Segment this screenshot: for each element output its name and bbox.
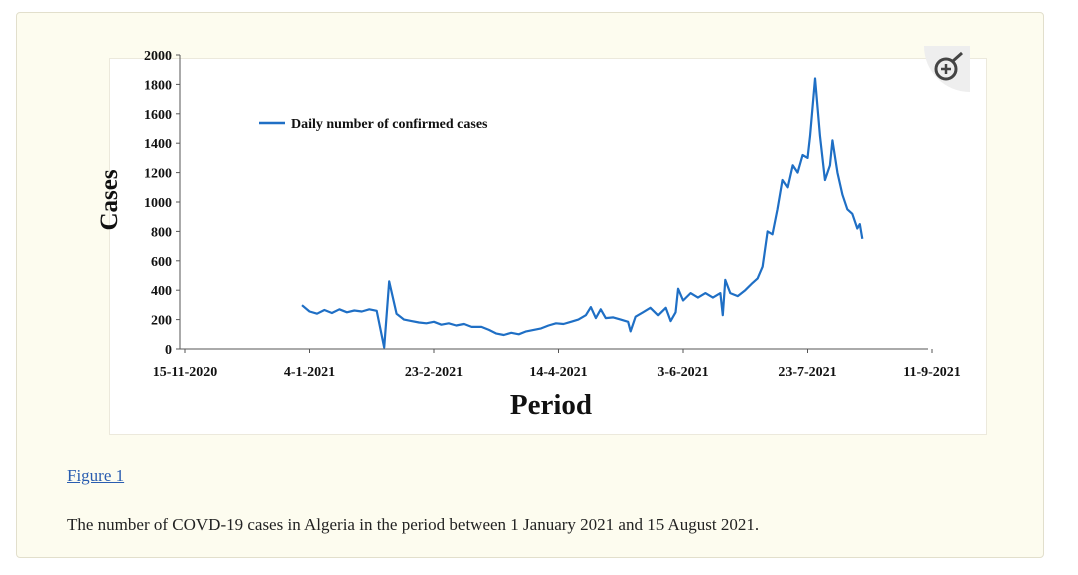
figure-link[interactable]: Figure 1	[67, 466, 125, 485]
figure-panel: Figure 1 The number of COVD-19 cases in …	[16, 12, 1044, 558]
figure-caption: The number of COVD-19 cases in Algeria i…	[67, 515, 760, 534]
chart-container	[109, 58, 987, 435]
